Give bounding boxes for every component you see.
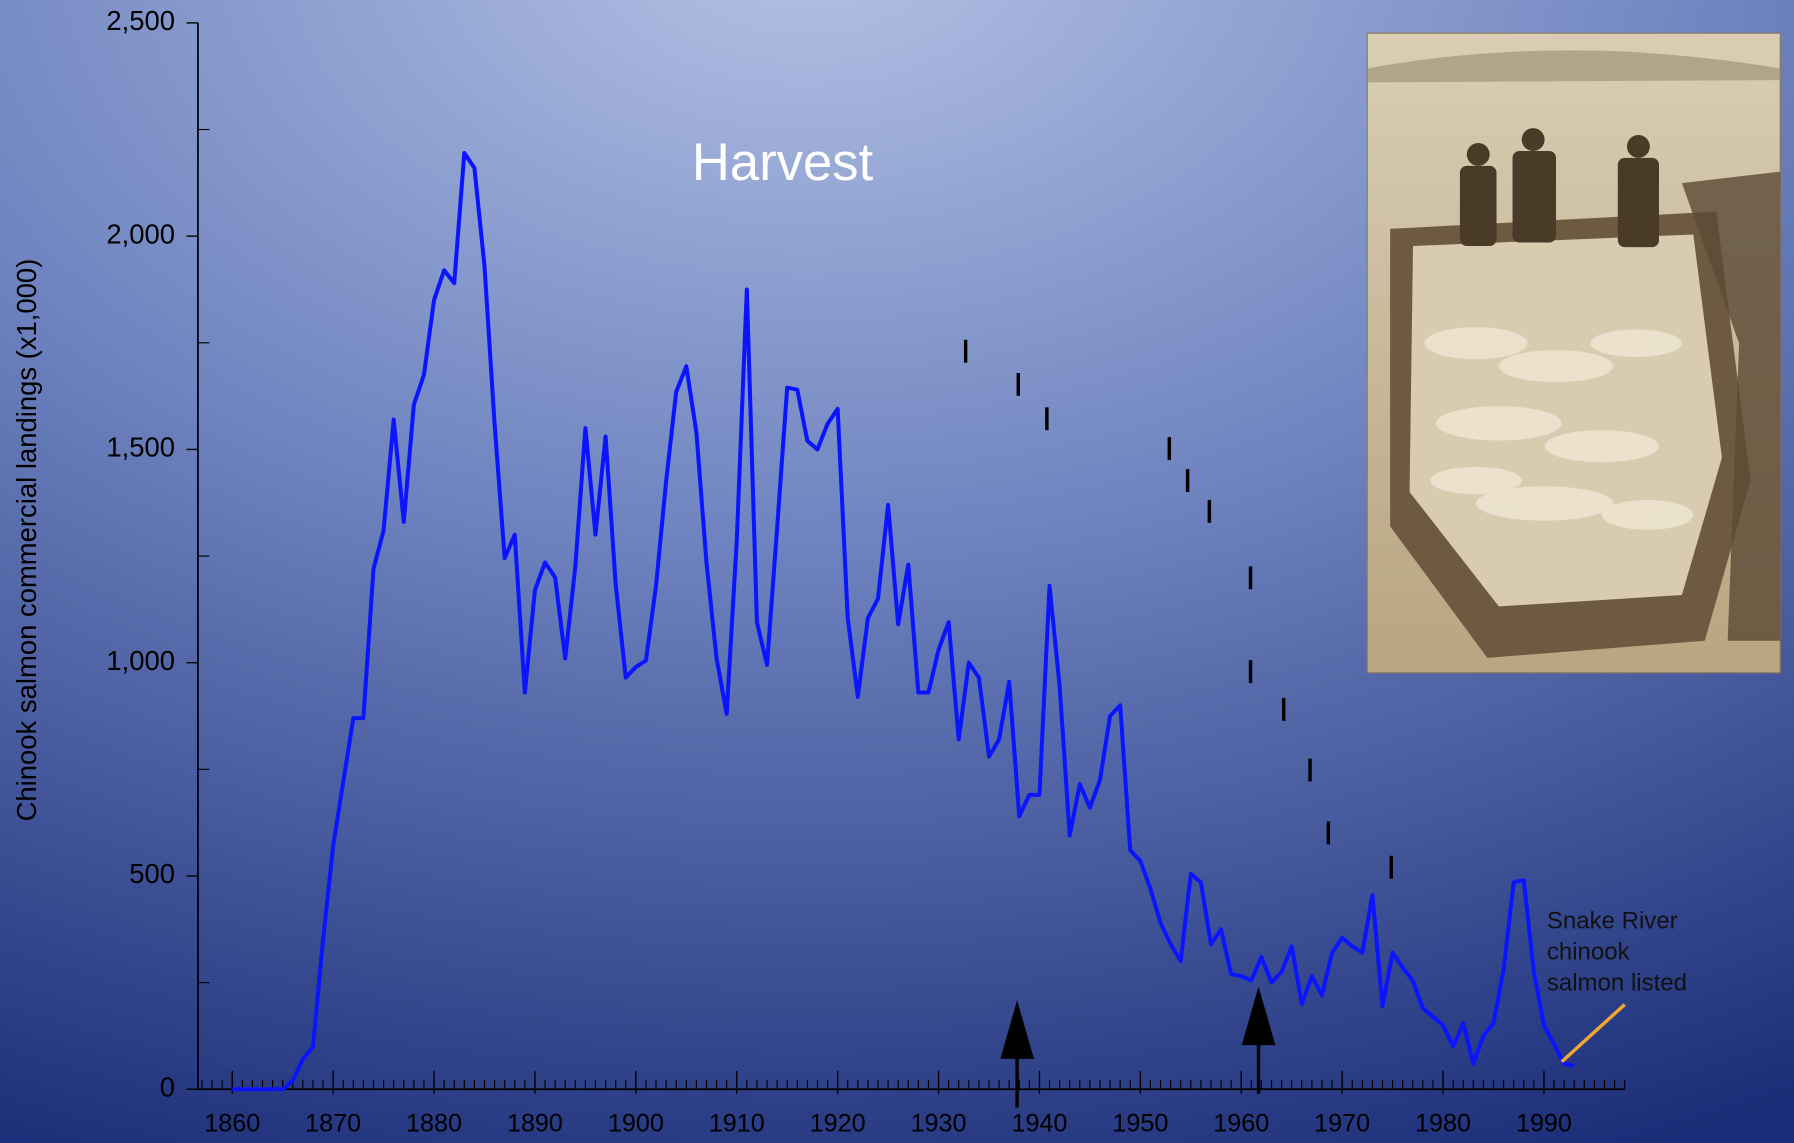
y-tick-label: 2,500 [106, 5, 175, 36]
page: Harvest Chinook salmon commercial landin… [0, 0, 1794, 1143]
x-tick-label: 1930 [911, 1109, 967, 1137]
x-tick-label: 1910 [709, 1109, 765, 1137]
y-tick-label: 0 [160, 1071, 175, 1102]
x-tick-label: 1900 [608, 1109, 664, 1137]
y-tick-label: 500 [129, 858, 175, 889]
y-tick-label: 1,500 [106, 432, 175, 463]
x-tick-label: 1940 [1011, 1109, 1067, 1137]
x-tick-label: 1870 [305, 1109, 361, 1137]
x-tick-label: 1890 [507, 1109, 563, 1137]
chart: Harvest Chinook salmon commercial landin… [0, 0, 1794, 1143]
annotation: chinook [1547, 938, 1631, 965]
chart-title: Harvest [692, 133, 874, 192]
x-tick-label: 1860 [204, 1109, 260, 1137]
annotation: Snake River [1547, 908, 1678, 935]
x-tick-label: 1950 [1112, 1109, 1168, 1137]
y-tick-label: 1,000 [106, 645, 175, 676]
x-tick-label: 1990 [1516, 1109, 1572, 1137]
x-tick-label: 1960 [1213, 1109, 1269, 1137]
x-tick-label: 1980 [1415, 1109, 1471, 1137]
x-tick-label: 1970 [1314, 1109, 1370, 1137]
x-tick-label: 1880 [406, 1109, 462, 1137]
y-tick-label: 2,000 [106, 218, 175, 249]
annotation: salmon listed [1547, 969, 1687, 996]
photo [1367, 33, 1780, 673]
y-axis-label: Chinook salmon commercial landings (x1,0… [11, 259, 42, 822]
x-tick-label: 1920 [810, 1109, 866, 1137]
